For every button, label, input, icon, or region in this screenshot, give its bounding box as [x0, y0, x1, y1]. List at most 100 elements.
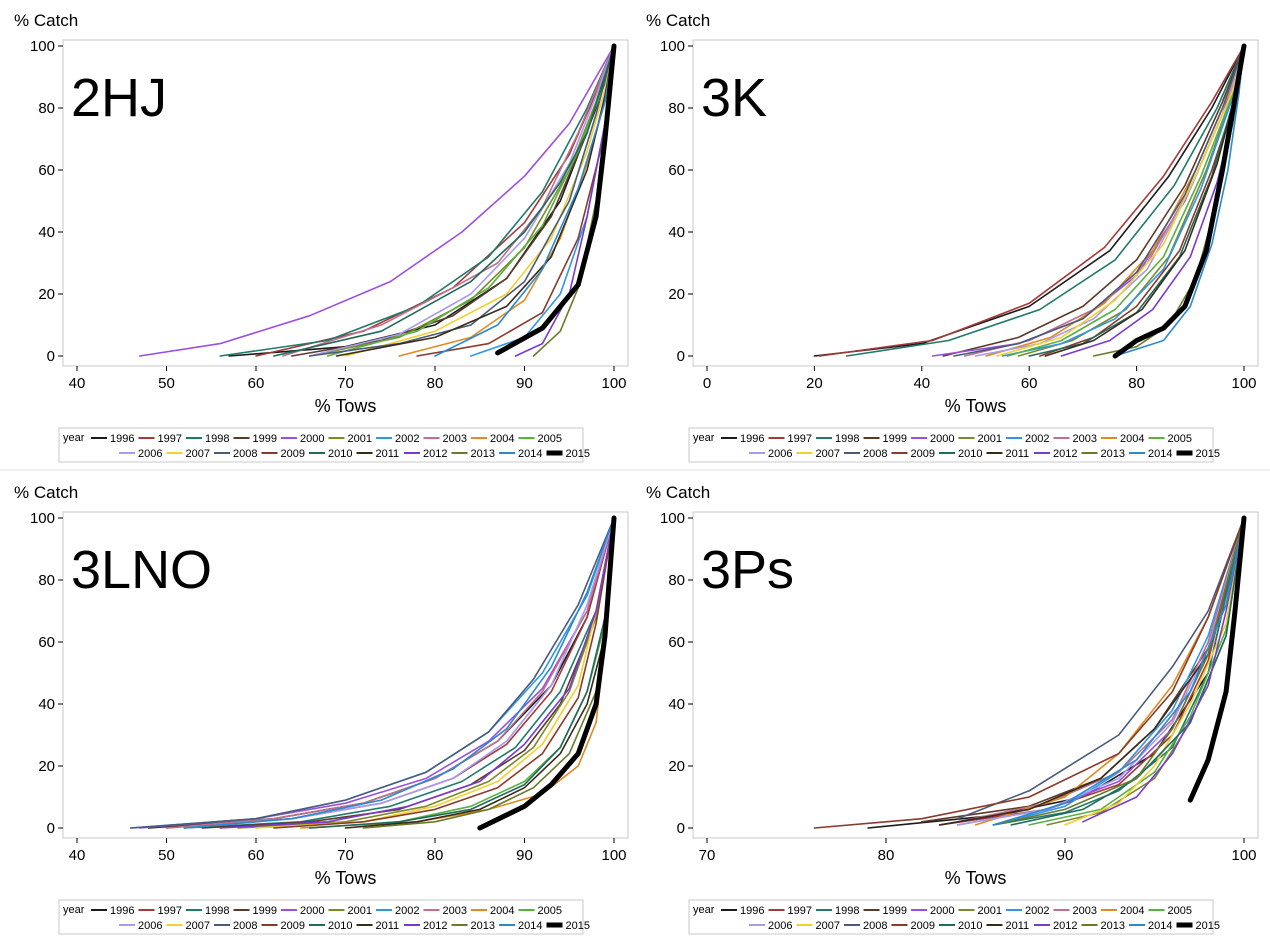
- y-tick-label: 20: [668, 758, 685, 775]
- x-tick-label: 80: [427, 375, 444, 392]
- y-tick-label: 20: [38, 286, 55, 303]
- y-tick-label: 100: [660, 510, 685, 527]
- legend-label-2000: 2000: [300, 905, 324, 917]
- series-line-2007: [1064, 517, 1245, 826]
- x-axis-title: % Tows: [315, 868, 377, 888]
- legend-label-1998: 1998: [835, 433, 859, 445]
- legend-label-2002: 2002: [395, 433, 419, 445]
- series-line-2005: [326, 45, 615, 357]
- legend-label-2010: 2010: [328, 920, 352, 932]
- legend-label-2009: 2009: [911, 448, 935, 460]
- legend: year 1996 1997 1998 1999 2000 2001 2002 2003 2004…: [688, 427, 1220, 463]
- series-line-1998: [183, 517, 615, 829]
- legend-label-2010: 2010: [328, 448, 352, 460]
- y-tick-label: 0: [677, 348, 685, 365]
- series-line-2015: [1187, 515, 1247, 803]
- y-tick-label: 20: [668, 286, 685, 303]
- legend-label-2012: 2012: [423, 448, 447, 460]
- series-line-2015: [477, 515, 617, 831]
- series-line-2010: [273, 45, 615, 357]
- panel-label: 3LNO: [71, 540, 212, 600]
- legend-label-1998: 1998: [205, 905, 229, 917]
- series-line-2009: [416, 45, 615, 357]
- series-line-2008: [953, 45, 1245, 357]
- legend-label-2007: 2007: [186, 448, 210, 460]
- panel-3k: % Catch 0 20 40 60 80 100 0 20 40 60 80 100 % Tows 3K y…: [646, 11, 1259, 463]
- series-line-1996: [867, 517, 1245, 829]
- x-tick-label: 100: [601, 847, 626, 864]
- y-tick-label: 0: [47, 820, 55, 837]
- y-tick-label: 100: [30, 510, 55, 527]
- series-line-2009: [273, 517, 615, 829]
- legend-label-1998: 1998: [835, 905, 859, 917]
- legend-label-1999: 1999: [253, 433, 277, 445]
- y-tick-label: 40: [668, 696, 685, 713]
- series-line-2009: [813, 517, 1245, 829]
- legend-title: year: [693, 432, 715, 444]
- series-line-1996: [813, 45, 1245, 357]
- series-line-2010: [308, 517, 615, 829]
- series-line-2012: [1082, 517, 1245, 823]
- legend-label-1997: 1997: [158, 905, 182, 917]
- series-line-2007: [344, 45, 615, 357]
- legend-label-1997: 1997: [788, 433, 812, 445]
- legend-label-2012: 2012: [1053, 920, 1077, 932]
- legend-title: year: [693, 904, 715, 916]
- y-tick-label: 80: [668, 572, 685, 589]
- y-axis-title: % Catch: [646, 483, 710, 502]
- y-tick-label: 60: [38, 634, 55, 651]
- x-tick-label: 50: [158, 375, 175, 392]
- y-tick-label: 20: [38, 758, 55, 775]
- x-tick-label: 60: [1021, 375, 1038, 392]
- legend-label-2008: 2008: [863, 920, 887, 932]
- series-line-2002: [992, 517, 1245, 826]
- series-line-2014: [992, 517, 1245, 826]
- x-tick-label: 90: [1057, 847, 1074, 864]
- legend-label-2014: 2014: [518, 920, 542, 932]
- series-line-2002: [470, 45, 615, 357]
- plot-frame: [692, 39, 1259, 367]
- legend-label-1999: 1999: [883, 905, 907, 917]
- legend-label-2014: 2014: [1148, 448, 1172, 460]
- y-tick-label: 80: [668, 100, 685, 117]
- legend-title: year: [63, 432, 85, 444]
- y-tick-label: 80: [38, 572, 55, 589]
- legend-label-2008: 2008: [233, 448, 257, 460]
- series-line-2000: [138, 45, 615, 357]
- legend-label-2015: 2015: [566, 448, 590, 460]
- legend-frame: [58, 427, 584, 463]
- x-tick-label: 0: [703, 375, 711, 392]
- legend-label-2000: 2000: [930, 433, 954, 445]
- legend-frame: [688, 899, 1214, 935]
- legend-label-2011: 2011: [376, 448, 400, 460]
- series-line-2010: [1010, 517, 1245, 826]
- series-line-2006: [956, 517, 1245, 826]
- panel-label: 3Ps: [701, 540, 794, 600]
- y-axis-title: % Catch: [14, 483, 78, 502]
- legend-label-2008: 2008: [233, 920, 257, 932]
- series-line-2000: [931, 45, 1245, 357]
- legend-label-2002: 2002: [395, 905, 419, 917]
- legend-label-2006: 2006: [138, 920, 162, 932]
- legend-label-2009: 2009: [281, 920, 305, 932]
- series-line-2015: [495, 43, 617, 356]
- legend: year 1996 1997 1998 1999 2000 2001 2002 2003 2004…: [688, 899, 1220, 935]
- legend-label-2005: 2005: [538, 433, 562, 445]
- series-lines: [813, 43, 1247, 359]
- x-tick-label: 80: [878, 847, 895, 864]
- series-line-2014: [183, 517, 615, 829]
- legend-label-1999: 1999: [883, 433, 907, 445]
- legend-label-2003: 2003: [1073, 905, 1097, 917]
- series-line-2004: [300, 517, 615, 829]
- x-tick-label: 60: [248, 847, 265, 864]
- legend-frame: [58, 899, 584, 935]
- x-tick-label: 20: [806, 375, 823, 392]
- legend-label-2007: 2007: [816, 448, 840, 460]
- y-axis-title: % Catch: [14, 11, 78, 30]
- legend-label-2005: 2005: [1168, 433, 1192, 445]
- legend-label-2013: 2013: [471, 448, 495, 460]
- panel-3lno: % Catch 0 20 40 60 80 100 40 50 60 70 80 90 100 % Tows…: [14, 483, 629, 935]
- x-tick-label: 40: [69, 847, 86, 864]
- y-tick-label: 80: [38, 100, 55, 117]
- panel-2hj: % Catch 0 20 40 60 80 100 40 50 60 70 80 90 100 % Tows…: [14, 11, 629, 463]
